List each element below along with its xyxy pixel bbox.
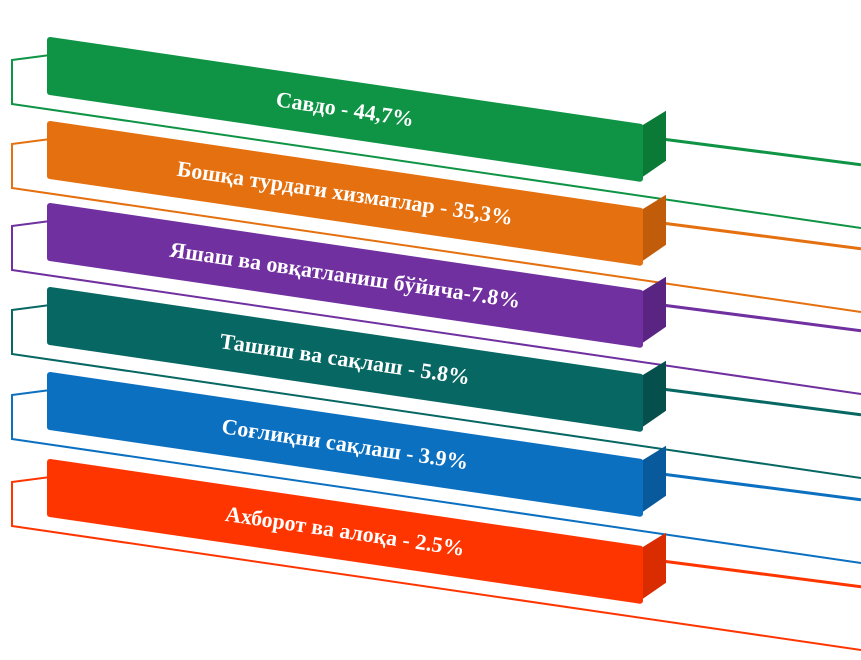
outline-tail <box>659 387 861 417</box>
outline-ribbon <box>11 303 861 479</box>
bar-front <box>47 287 643 432</box>
outline-tail <box>659 221 861 251</box>
bar-side <box>640 445 666 514</box>
outline-tail <box>659 472 861 502</box>
ribbon-outlines <box>11 53 861 651</box>
bar-side <box>640 194 666 263</box>
outline-ribbon <box>11 475 861 651</box>
outline-ribbon <box>11 219 861 395</box>
outline-ribbon <box>11 53 861 229</box>
bar-front <box>47 203 643 348</box>
outline-tail <box>659 137 861 167</box>
bar-front <box>47 121 643 266</box>
bar-side <box>640 110 666 179</box>
bar-front <box>47 459 643 604</box>
outline-ribbon <box>11 137 861 313</box>
bar-front <box>47 372 643 517</box>
bar-side <box>640 360 666 429</box>
bar-side <box>640 532 666 601</box>
outline-tail <box>659 559 861 589</box>
outline-tail <box>659 303 861 333</box>
bar-front <box>47 37 643 182</box>
outline-ribbon <box>11 388 861 564</box>
bar-side <box>640 276 666 345</box>
